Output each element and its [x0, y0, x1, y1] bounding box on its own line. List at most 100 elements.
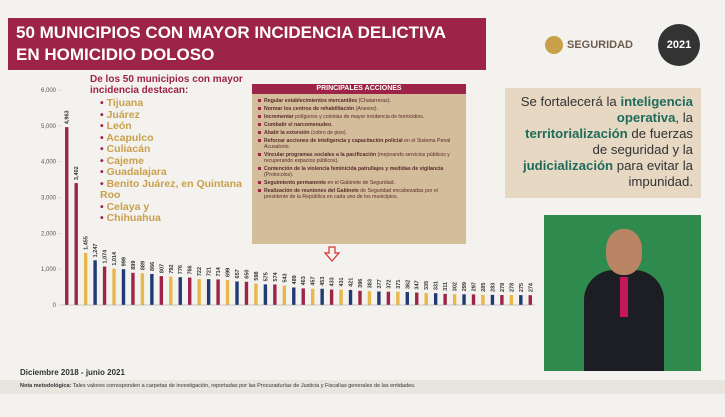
value-label: 575: [263, 272, 269, 281]
bar: [235, 281, 239, 305]
value-label: 999: [121, 257, 127, 266]
bar: [509, 295, 514, 305]
city: Tijuana: [100, 97, 250, 110]
bar: [254, 283, 258, 305]
value-label: 574: [273, 271, 279, 281]
bar: [424, 292, 428, 305]
arrow-annotation: [323, 246, 341, 262]
bar: [386, 291, 391, 305]
value-label: 275: [519, 283, 525, 292]
period: Diciembre 2018 - junio 2021: [20, 368, 125, 377]
action-rest: de Seguridad encabezadas por el presiden…: [264, 188, 438, 200]
action-rest: (cobro de piso).: [311, 130, 348, 136]
value-label: 1,455: [84, 236, 90, 250]
action-rest: polígonos y colonias de mayor incidencia…: [295, 114, 425, 120]
head: [606, 229, 642, 275]
bar: [112, 268, 116, 305]
value-label: 3,402: [74, 166, 80, 180]
bar: [74, 183, 78, 305]
value-label: 347: [415, 280, 421, 289]
value-label: 721: [207, 267, 213, 276]
note-text: Tales valores corresponden a carpetas de…: [72, 383, 416, 389]
value-label: 297: [472, 282, 478, 291]
value-label: 453: [320, 277, 326, 286]
value-label: 657: [235, 269, 241, 278]
action-item: Regular establecimientos mercantiles (Ch…: [258, 98, 460, 104]
year-logo: 2021: [658, 24, 700, 66]
action-strong: Vincular programas sociales a la pacific…: [264, 152, 377, 158]
bar: [367, 291, 372, 305]
action-rest: en el Sistema Penal Acusatorio.: [264, 138, 451, 150]
bar: [83, 252, 88, 305]
bar: [159, 276, 164, 305]
message-text: de fuerzas de seguridad y la: [592, 126, 693, 157]
action-strong: Combatir el narcomenudeo.: [264, 122, 333, 128]
value-label: 396: [358, 279, 364, 288]
bar: [102, 266, 107, 305]
value-label: 776: [178, 265, 184, 274]
y-tick-label: 6,000: [41, 88, 57, 94]
value-label: 335: [424, 281, 430, 290]
bar: [396, 291, 400, 305]
title-line: EN HOMICIDIO DOLOSO: [16, 45, 215, 64]
bar: [481, 294, 485, 305]
value-label: 302: [453, 282, 459, 291]
action-item: Seguimiento permanente en el Gabinete de…: [258, 180, 460, 186]
value-label: 331: [434, 281, 440, 290]
message-text: , la: [675, 110, 693, 125]
city: Chihuahua: [100, 212, 250, 225]
message-box: Se fortalecerá la inteligencia operativa…: [505, 88, 701, 198]
action-strong: Incrementar: [264, 114, 294, 120]
city: Benito Juárez, en Quintana Roo: [100, 178, 250, 202]
value-label: 383: [367, 279, 373, 288]
value-label: 489: [292, 275, 298, 284]
value-label: 792: [169, 264, 175, 273]
bar: [348, 289, 353, 305]
value-label: 889: [140, 261, 146, 270]
action-rest: (Protocolos).: [264, 172, 294, 178]
value-label: 650: [244, 270, 250, 279]
tie: [620, 277, 628, 317]
bar: [519, 295, 523, 305]
title-line: 50 MUNICIPIOS CON MAYOR INCIDENCIA DELIC…: [16, 23, 447, 42]
bar: [244, 281, 249, 305]
value-label: 699: [226, 268, 232, 277]
bar: [358, 290, 362, 305]
action-item: Vincular programas sociales a la pacific…: [258, 152, 460, 164]
value-label: 1,074: [103, 249, 109, 264]
bar: [225, 279, 230, 305]
action-strong: Seguimiento permanente: [264, 180, 326, 186]
bar: [339, 289, 343, 305]
value-label: 274: [528, 282, 534, 292]
action-strong: Normar los centros de rehabilitación: [264, 106, 355, 112]
value-label: 543: [282, 273, 288, 282]
action-item: Realización de reuniones del Gabinete de…: [258, 188, 460, 200]
value-label: 4,963: [65, 110, 71, 124]
action-rest: en el Gabinete de Seguridad.: [327, 180, 395, 186]
bar: [443, 293, 447, 305]
value-label: 372: [386, 279, 392, 288]
city: Cajeme: [100, 155, 250, 168]
value-label: 722: [197, 267, 203, 276]
value-label: 807: [159, 264, 165, 273]
bar: [500, 295, 504, 305]
value-label: 371: [396, 280, 402, 289]
value-label: 1,247: [93, 244, 99, 258]
value-label: 598: [254, 271, 260, 280]
bar: [490, 294, 495, 305]
emblem: [545, 36, 563, 54]
action-rest: (Anexos).: [355, 106, 378, 112]
bar: [121, 269, 126, 305]
bar: [405, 292, 409, 305]
note-label: Nota metodológica:: [20, 383, 72, 389]
value-label: 362: [405, 280, 411, 289]
value-label: 311: [443, 282, 449, 291]
city: León: [100, 120, 250, 133]
action-list: Regular establecimientos mercantiles (Ch…: [258, 98, 460, 200]
bar: [282, 285, 287, 305]
bar: [320, 288, 324, 305]
interpreter-video: [544, 215, 701, 371]
message-emphasis: judicialización: [522, 158, 614, 173]
value-label: 766: [188, 265, 194, 274]
value-label: 421: [349, 278, 355, 287]
